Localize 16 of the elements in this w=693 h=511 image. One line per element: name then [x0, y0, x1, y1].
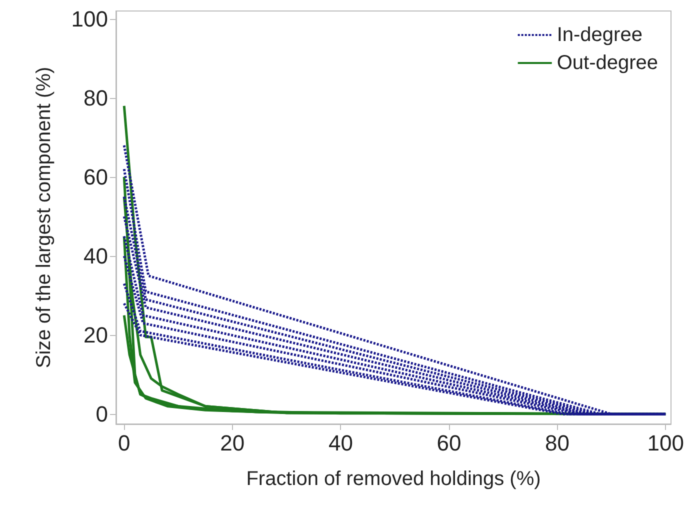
y-tick-label: 100 [71, 6, 108, 32]
y-tick-label: 40 [84, 244, 108, 269]
x-tick-label: 60 [436, 430, 462, 456]
x-tick-label: 40 [328, 430, 353, 456]
legend-label: Out-degree [556, 52, 658, 74]
x-tick-label: 0 [118, 430, 130, 456]
legend-label: In-degree [556, 24, 642, 46]
y-tick-label: 0 [96, 402, 108, 427]
y-tick-label: 60 [84, 164, 108, 190]
y-tick-label: 20 [84, 322, 108, 348]
x-axis-title: Fraction of removed holdings (%) [246, 468, 541, 490]
y-axis-title: Size of the largest component (%) [33, 66, 55, 368]
y-tick-label: 80 [84, 85, 108, 110]
x-tick-label: 80 [545, 430, 570, 456]
x-tick-label: 100 [647, 430, 684, 456]
x-tick-label: 20 [220, 430, 245, 456]
